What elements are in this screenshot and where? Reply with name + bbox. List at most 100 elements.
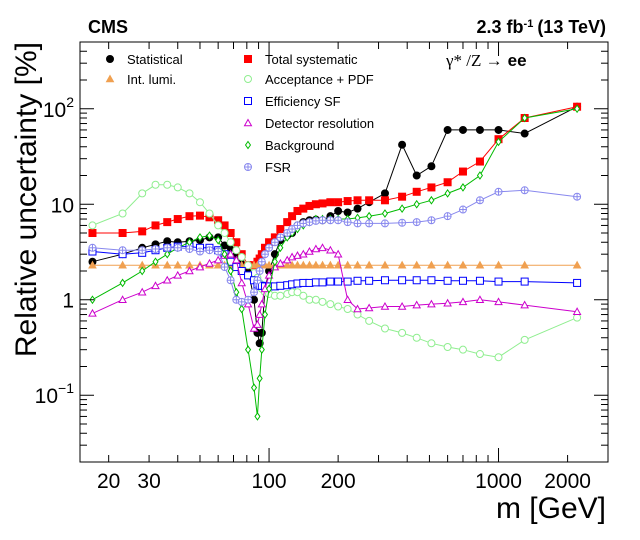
process-bold: ee — [508, 51, 527, 70]
y-tick-label: 1 — [62, 290, 74, 313]
data-point — [260, 250, 269, 259]
legend-marker — [244, 75, 252, 83]
data-point — [318, 199, 327, 208]
data-point — [163, 218, 172, 227]
data-point — [494, 297, 503, 306]
data-point — [254, 412, 261, 421]
data-point — [458, 260, 468, 269]
data-point — [88, 243, 97, 252]
data-point — [494, 187, 503, 196]
data-point — [398, 140, 407, 149]
data-point — [163, 237, 172, 246]
data-point — [244, 345, 252, 355]
y-tick-label: 10−1 — [35, 380, 75, 408]
data-point — [380, 324, 389, 333]
data-point — [118, 246, 127, 255]
data-point — [381, 209, 389, 218]
data-point — [249, 323, 259, 332]
data-point — [364, 260, 374, 269]
data-point — [520, 260, 530, 269]
y-tick-base: 10 — [51, 194, 74, 217]
data-point — [88, 260, 97, 269]
legend-marker — [105, 74, 115, 83]
data-point — [163, 180, 172, 189]
data-point — [475, 125, 484, 134]
data-point — [214, 247, 223, 256]
data-point — [427, 276, 436, 285]
data-point — [380, 189, 389, 198]
legend-marker — [244, 140, 252, 150]
data-point — [237, 278, 247, 287]
legend-label: Background — [265, 138, 334, 153]
data-point — [333, 249, 343, 258]
data-point — [326, 216, 335, 225]
data-point — [227, 266, 234, 276]
data-point — [458, 276, 467, 285]
data-point — [412, 187, 421, 196]
data-point — [443, 212, 452, 221]
y-tick-label: 102 — [43, 94, 74, 122]
data-point — [255, 267, 264, 276]
y-tick-base: 10 — [43, 99, 66, 122]
data-point — [250, 288, 259, 297]
data-point — [326, 245, 335, 254]
process-math: γ* /Z → — [445, 51, 503, 70]
data-point — [443, 343, 452, 352]
data-point — [365, 316, 374, 325]
legend-entry: Background — [244, 138, 334, 153]
lumi-value: 2.3 fb — [477, 17, 524, 37]
x-tick-label: 100 — [252, 470, 287, 493]
data-point — [326, 277, 335, 286]
y-ticks — [80, 41, 608, 463]
series-3 — [88, 180, 582, 362]
data-point — [428, 195, 435, 205]
data-point — [256, 374, 263, 383]
data-point — [255, 339, 264, 348]
data-point — [138, 189, 147, 198]
data-point — [214, 221, 223, 230]
legend-marker — [244, 163, 252, 171]
y-axis-title: Relative uncertainty [%] — [10, 42, 43, 357]
series-0 — [88, 102, 582, 348]
data-point — [288, 212, 297, 221]
data-point — [573, 313, 582, 322]
data-point — [364, 303, 374, 312]
data-point — [293, 251, 302, 259]
cms-label: CMS — [88, 17, 128, 37]
lumi-exponent: -1 — [524, 18, 534, 30]
data-point — [353, 204, 362, 213]
data-point — [443, 125, 452, 134]
data-point — [311, 216, 320, 225]
data-point — [243, 299, 253, 308]
legend-marker — [244, 97, 252, 105]
data-point — [427, 183, 436, 192]
x-tick-label: 30 — [137, 470, 160, 493]
data-point — [244, 295, 253, 304]
data-point — [343, 260, 352, 269]
data-point — [495, 137, 502, 147]
data-point — [412, 333, 421, 342]
data-point — [520, 129, 529, 138]
data-point — [397, 260, 407, 269]
data-point — [380, 301, 390, 310]
data-point — [298, 260, 308, 269]
data-point — [365, 196, 374, 205]
data-point — [413, 199, 420, 209]
series-line — [92, 108, 578, 417]
data-point — [173, 260, 183, 269]
data-point — [574, 104, 581, 114]
data-point — [521, 113, 528, 123]
data-point — [173, 183, 182, 192]
data-point — [334, 206, 343, 215]
data-point — [494, 125, 503, 134]
data-point — [138, 246, 147, 255]
legend-label: FSR — [265, 160, 291, 175]
data-point — [231, 255, 241, 264]
data-point — [494, 260, 503, 269]
data-point — [276, 258, 285, 267]
legend-entry: Statistical — [106, 52, 183, 67]
data-point — [253, 276, 262, 285]
y-tick-exponent: 2 — [66, 94, 74, 110]
legend-marker — [106, 55, 114, 63]
data-point — [458, 297, 468, 306]
